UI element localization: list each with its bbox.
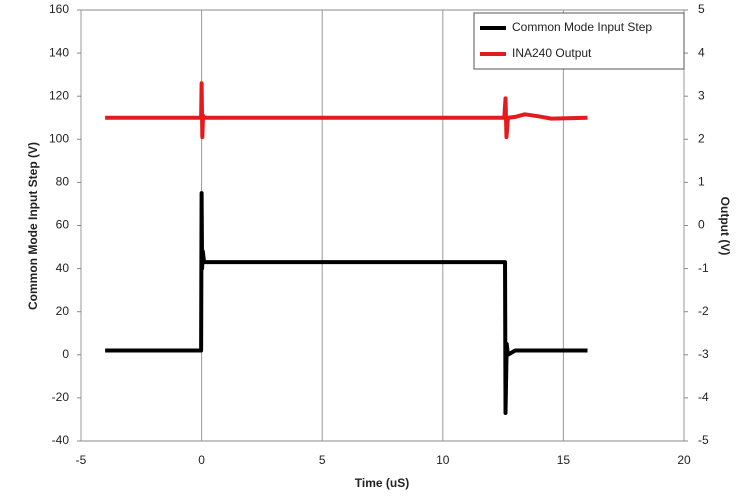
y2-tick-label: -4	[698, 390, 709, 404]
x-tick-label: -5	[76, 453, 87, 467]
y2-tick-label: -3	[698, 347, 709, 361]
y-tick-label: 100	[49, 131, 69, 145]
y-tick-label: 0	[62, 347, 69, 361]
legend-box	[473, 12, 685, 70]
x-tick-label: 0	[198, 453, 205, 467]
y-tick-label: 40	[56, 261, 70, 275]
y2-tick-label: -5	[698, 433, 709, 447]
plot-frame	[80, 9, 685, 442]
x-axis-label: Time (uS)	[355, 476, 409, 490]
y-tick-label: 160	[49, 2, 69, 16]
y2-tick-label: 0	[698, 218, 705, 232]
y2-tick-label: -1	[698, 261, 709, 275]
y-tick-label: -40	[52, 433, 70, 447]
y-tick-label: 20	[56, 304, 70, 318]
y2-tick-label: 2	[698, 131, 705, 145]
y-tick-label: 120	[49, 88, 69, 102]
legend-label: INA240 Output	[512, 46, 592, 60]
y-tick-label: 80	[56, 175, 70, 189]
x-tick-label: 5	[319, 453, 326, 467]
y-tick-label: 140	[49, 45, 69, 59]
x-tick-label: 20	[677, 453, 691, 467]
y2-tick-label: 5	[698, 2, 705, 16]
y2-tick-label: 1	[698, 175, 705, 189]
series-line	[105, 81, 588, 140]
y2-tick-label: 4	[698, 45, 705, 59]
x-tick-label: 15	[557, 453, 571, 467]
x-tick-label: 10	[436, 453, 450, 467]
y2-tick-label: 3	[698, 88, 705, 102]
y2-tick-label: -2	[698, 304, 709, 318]
series-line	[105, 191, 588, 415]
legend-label: Common Mode Input Step	[512, 20, 652, 34]
y-tick-label: -20	[52, 390, 70, 404]
y-axis-label: Common Mode Input Step (V)	[26, 142, 40, 310]
y2-axis-label: Output (V)	[718, 197, 732, 256]
y-tick-label: 60	[56, 218, 70, 232]
